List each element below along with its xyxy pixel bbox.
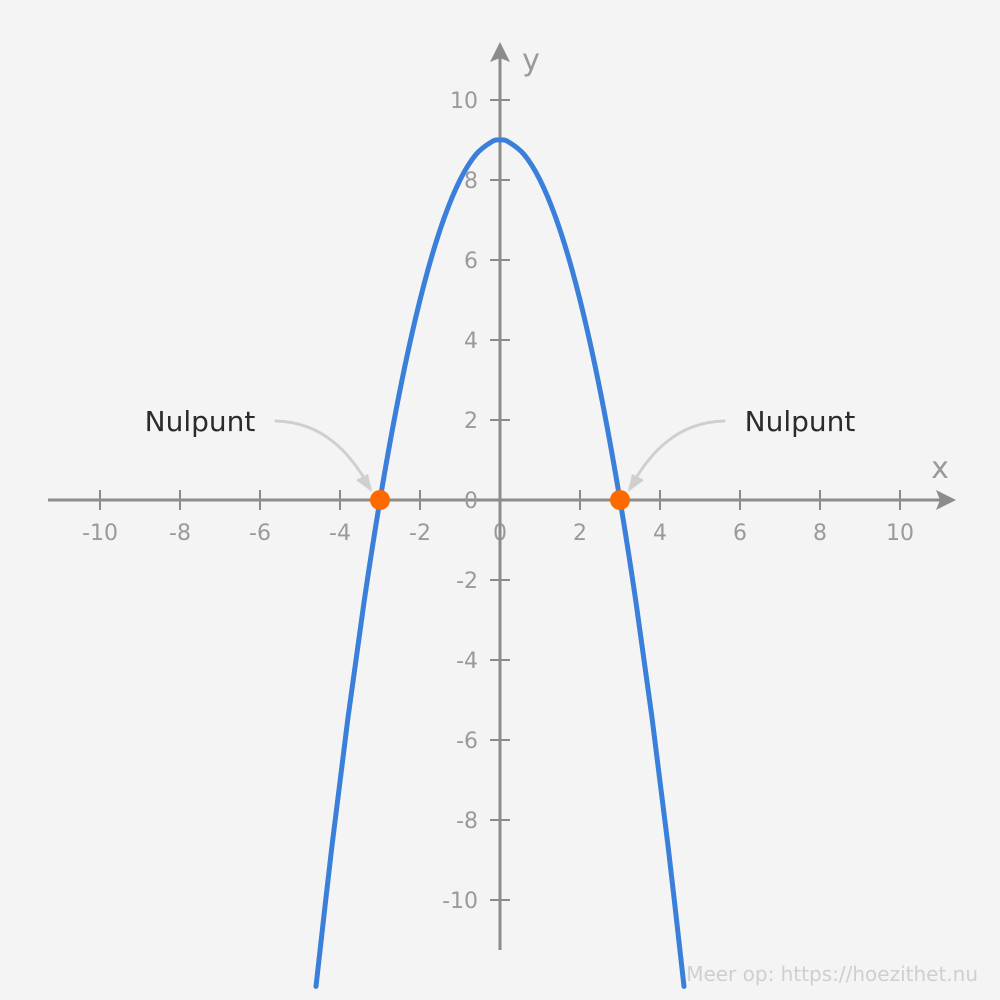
annotation-arrow — [274, 419, 372, 490]
x-tick-label: 6 — [733, 521, 747, 546]
y-tick-label: 10 — [450, 89, 478, 114]
x-tick-label: -8 — [169, 521, 191, 546]
y-tick-label: -4 — [456, 649, 478, 674]
annotation-arrowhead — [628, 474, 644, 492]
annotation-label: Nulpunt — [145, 405, 256, 438]
x-tick-label: 10 — [886, 521, 914, 546]
zero-point — [610, 490, 630, 510]
y-tick-label: -2 — [456, 569, 478, 594]
x-axis-ticks: -10 -8 -6 -4 -2 0 2 4 6 8 10 — [82, 490, 914, 546]
annotation-label: Nulpunt — [745, 405, 856, 438]
y-axis: -10 -8 -6 -4 -2 0 2 4 6 8 10 y — [442, 42, 540, 950]
x-tick-label: 2 — [573, 521, 587, 546]
x-axis-label: x — [931, 451, 949, 486]
annotations: Nulpunt Nulpunt — [145, 405, 856, 492]
y-tick-label: -6 — [456, 729, 478, 754]
annotation-arrowhead — [356, 474, 372, 492]
y-tick-label: 8 — [464, 169, 478, 194]
x-axis-arrowhead — [936, 490, 956, 510]
curve-layer — [313, 137, 687, 989]
highlighted-points — [370, 490, 630, 510]
x-tick-label: -10 — [82, 521, 118, 546]
zero-point — [370, 490, 390, 510]
x-tick-label: 4 — [653, 521, 667, 546]
y-tick-label: -8 — [456, 809, 478, 834]
y-axis-ticks: -10 -8 -6 -4 -2 0 2 4 6 8 10 — [442, 89, 510, 914]
y-axis-label: y — [522, 43, 540, 78]
x-tick-label: -6 — [249, 521, 271, 546]
parabola-curve — [313, 137, 687, 989]
y-tick-label: 0 — [464, 489, 478, 514]
annotation-arrow — [628, 419, 726, 490]
y-axis-arrowhead — [490, 42, 510, 62]
y-tick-label: -10 — [442, 889, 478, 914]
x-axis: -10 -8 -6 -4 -2 0 2 4 6 8 10 x — [48, 451, 956, 546]
x-tick-label: -2 — [409, 521, 431, 546]
footer-credit: Meer op: https://hoezithet.nu — [686, 962, 978, 986]
y-tick-label: 2 — [464, 409, 478, 434]
x-tick-label: 8 — [813, 521, 827, 546]
y-tick-label: 6 — [464, 249, 478, 274]
x-tick-label: -4 — [329, 521, 351, 546]
y-tick-label: 4 — [464, 329, 478, 354]
